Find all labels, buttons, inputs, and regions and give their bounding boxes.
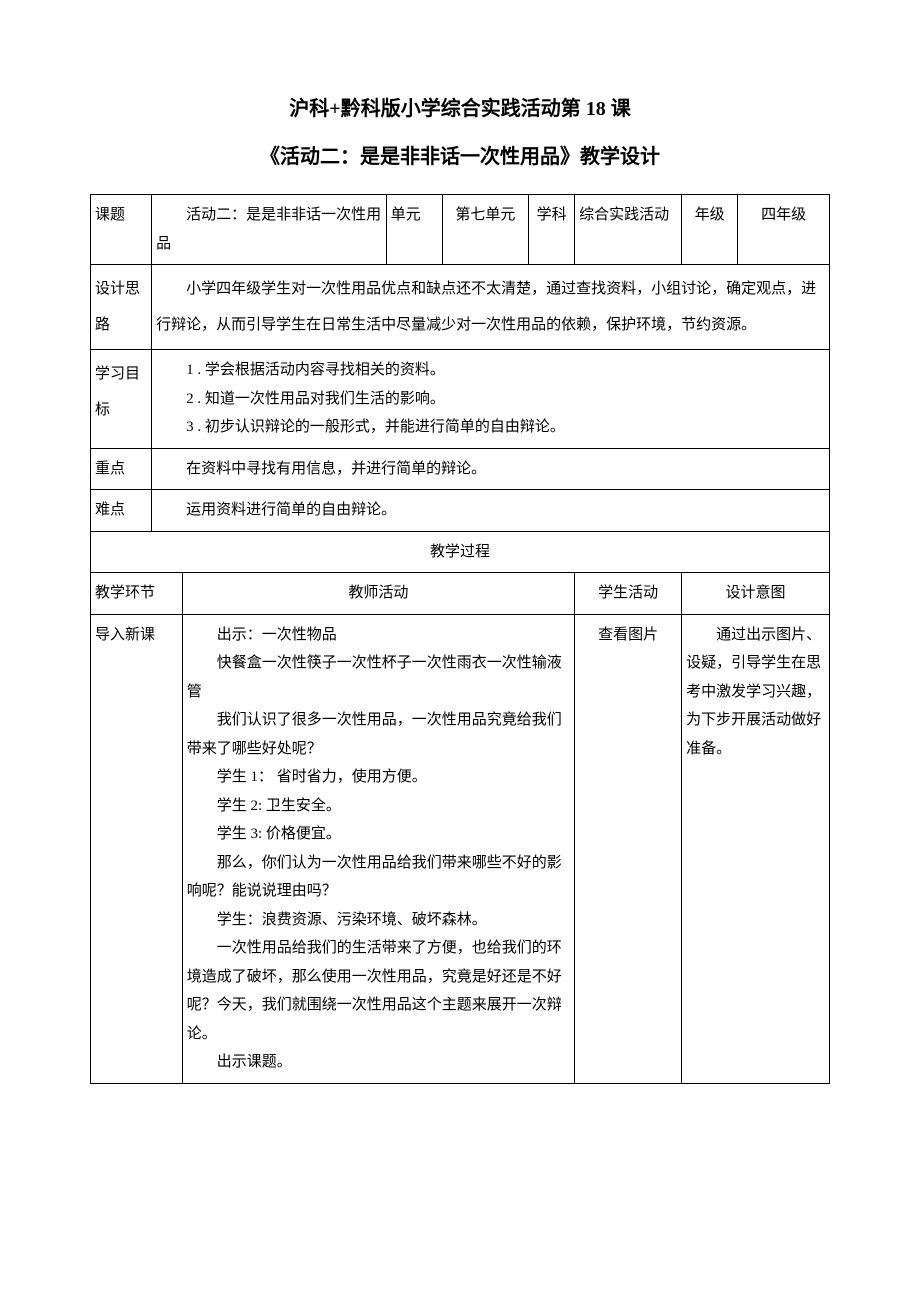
intro-teacher: 出示：一次性物品 快餐盒一次性筷子一次性杯子一次性雨衣一次性输液管 我们认识了很…: [182, 614, 574, 1083]
col-stage: 教学环节: [91, 573, 183, 615]
keypoint-text: 在资料中寻找有用信息，并进行简单的辩论。: [152, 448, 830, 490]
goal-2: 2 . 知道一次性用品对我们生活的影响。: [156, 385, 825, 414]
teacher-line: 快餐盒一次性筷子一次性杯子一次性雨衣一次性输液管: [187, 649, 570, 706]
process-header: 教学过程: [91, 531, 830, 573]
goal-1: 1 . 学会根据活动内容寻找相关的资料。: [156, 356, 825, 385]
lesson-plan-table: 课题 活动二：是是非非话一次性用品 单元 第七单元 学科 综合实践活动 年级 四…: [90, 194, 830, 1084]
teacher-line: 学生：浪费资源、污染环境、破坏森林。: [187, 906, 570, 935]
design-row: 设计思路 小学四年级学生对一次性用品优点和缺点还不太清楚，通过查找资料，小组讨论…: [91, 265, 830, 350]
meta-row: 课题 活动二：是是非非话一次性用品 单元 第七单元 学科 综合实践活动 年级 四…: [91, 195, 830, 265]
design-label: 设计思路: [91, 265, 152, 350]
difficulty-row: 难点 运用资料进行简单的自由辩论。: [91, 490, 830, 532]
intro-design: 通过出示图片、设疑，引导学生在思考中激发学习兴趣，为下步开展活动做好准备。: [682, 614, 830, 1083]
teacher-line: 那么，你们认为一次性用品给我们带来哪些不好的影响呢？能说说理由吗？: [187, 849, 570, 906]
subject-value: 综合实践活动: [575, 195, 682, 265]
teacher-line: 学生 2: 卫生安全。: [187, 792, 570, 821]
intro-stage: 导入新课: [91, 614, 183, 1083]
col-design: 设计意图: [682, 573, 830, 615]
teacher-line: 学生 1： 省时省力，使用方便。: [187, 763, 570, 792]
goals-row: 学习目标 1 . 学会根据活动内容寻找相关的资料。 2 . 知道一次性用品对我们…: [91, 350, 830, 449]
subject-label: 学科: [529, 195, 575, 265]
unit-label: 单元: [386, 195, 442, 265]
col-teacher: 教师活动: [182, 573, 574, 615]
teacher-line: 出示课题。: [187, 1048, 570, 1077]
teacher-line: 出示：一次性物品: [187, 621, 570, 650]
columns-row: 教学环节 教师活动 学生活动 设计意图: [91, 573, 830, 615]
goal-3: 3 . 初步认识辩论的一般形式，并能进行简单的自由辩论。: [156, 413, 825, 442]
intro-student: 查看图片: [575, 614, 682, 1083]
process-header-row: 教学过程: [91, 531, 830, 573]
unit-value: 第七单元: [442, 195, 529, 265]
topic-value: 活动二：是是非非话一次性用品: [152, 195, 386, 265]
grade-label: 年级: [682, 195, 738, 265]
title-line-2: 《活动二：是是非非话一次性用品》教学设计: [90, 138, 830, 176]
keypoint-label: 重点: [91, 448, 152, 490]
topic-label: 课题: [91, 195, 152, 265]
goals-label: 学习目标: [91, 350, 152, 449]
col-student: 学生活动: [575, 573, 682, 615]
difficulty-text: 运用资料进行简单的自由辩论。: [152, 490, 830, 532]
grade-value: 四年级: [738, 195, 830, 265]
page-title-block: 沪科+黔科版小学综合实践活动第 18 课 《活动二：是是非非话一次性用品》教学设…: [90, 90, 830, 176]
design-text: 小学四年级学生对一次性用品优点和缺点还不太清楚，通过查找资料，小组讨论，确定观点…: [152, 265, 830, 350]
keypoint-row: 重点 在资料中寻找有用信息，并进行简单的辩论。: [91, 448, 830, 490]
difficulty-label: 难点: [91, 490, 152, 532]
teacher-line: 学生 3: 价格便宜。: [187, 820, 570, 849]
goals-text: 1 . 学会根据活动内容寻找相关的资料。 2 . 知道一次性用品对我们生活的影响…: [152, 350, 830, 449]
title-line-1: 沪科+黔科版小学综合实践活动第 18 课: [90, 90, 830, 128]
teacher-line: 我们认识了很多一次性用品，一次性用品究竟给我们带来了哪些好处呢？: [187, 706, 570, 763]
intro-row: 导入新课 出示：一次性物品 快餐盒一次性筷子一次性杯子一次性雨衣一次性输液管 我…: [91, 614, 830, 1083]
teacher-line: 一次性用品给我们的生活带来了方便，也给我们的环境造成了破坏，那么使用一次性用品，…: [187, 934, 570, 1048]
